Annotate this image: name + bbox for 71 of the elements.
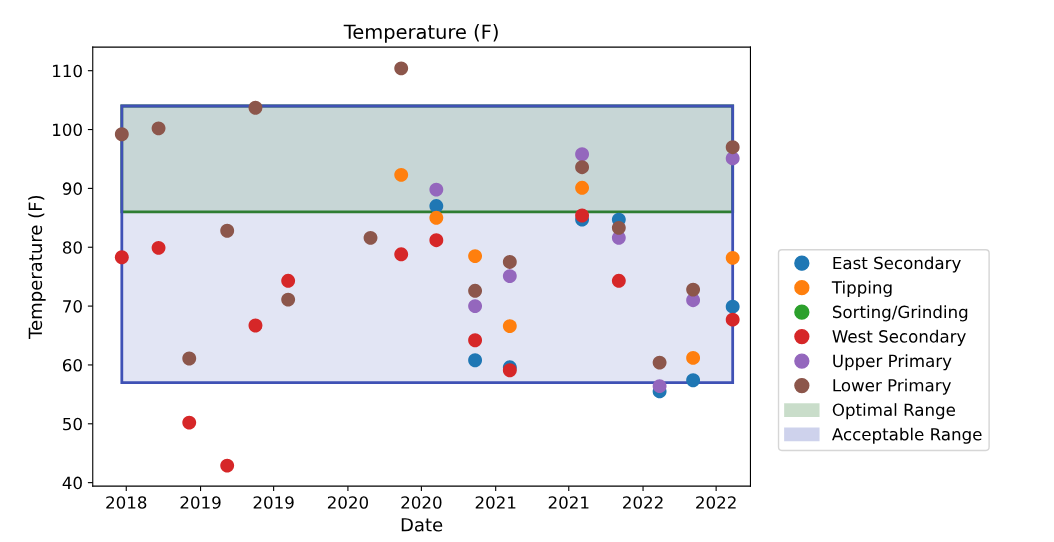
- x-tick-label: 2019: [180, 496, 221, 509]
- y-tick-label: 70: [63, 300, 82, 313]
- point: [468, 283, 483, 298]
- point: [575, 208, 590, 223]
- y-tick-label: 110: [53, 64, 82, 78]
- point: [725, 312, 740, 327]
- legend-label: Sorting/Grinding: [832, 305, 968, 322]
- x-tick-label: 2022: [696, 496, 736, 509]
- point: [394, 247, 409, 262]
- x-tick-label: 2022: [623, 496, 663, 509]
- point: [394, 61, 409, 76]
- y-tick-label: 100: [53, 123, 82, 137]
- point: [114, 127, 129, 142]
- legend-label: Lower Primary: [833, 378, 951, 395]
- legend-label: East Secondary: [833, 256, 961, 273]
- point: [468, 353, 483, 368]
- point: [725, 250, 740, 265]
- point: [611, 220, 626, 235]
- point: [151, 121, 166, 136]
- point: [363, 230, 378, 245]
- x-tick-label: 2018: [106, 496, 147, 509]
- point: [686, 373, 701, 388]
- x-axis-title: Date: [401, 518, 443, 532]
- chart-title: Temperature (F): [343, 24, 498, 43]
- point: [281, 273, 296, 288]
- point: [725, 140, 740, 155]
- point: [502, 255, 517, 269]
- point: [220, 458, 235, 473]
- point: [575, 180, 590, 195]
- y-tick-label: 40: [62, 476, 82, 490]
- point: [652, 355, 667, 370]
- point: [686, 350, 701, 365]
- point: [114, 250, 129, 265]
- point: [248, 100, 263, 115]
- point: [429, 199, 444, 213]
- x-tick-label: 2020: [401, 496, 442, 509]
- x-tick-label: 2020: [327, 496, 369, 509]
- y-tick-label: 50: [63, 417, 82, 431]
- point: [502, 319, 517, 334]
- x-tick-label: 2021: [548, 496, 589, 509]
- point: [429, 210, 444, 225]
- point: [394, 167, 409, 182]
- legend-label: West Secondary: [832, 329, 966, 346]
- point: [686, 282, 701, 297]
- point: [248, 318, 263, 333]
- point: [652, 379, 667, 394]
- point: [281, 292, 296, 307]
- point: [220, 223, 235, 238]
- point: [151, 240, 166, 255]
- point: [468, 299, 483, 314]
- point: [182, 415, 197, 430]
- point: [502, 269, 517, 284]
- y-tick-label: 60: [62, 358, 82, 372]
- legend-label: Acceptable Range: [831, 427, 982, 444]
- legend-label: Optimal Range: [832, 403, 956, 420]
- point: [725, 299, 740, 314]
- legend-label: Tipping: [831, 280, 892, 297]
- point: [575, 160, 590, 175]
- point: [468, 249, 483, 264]
- point: [429, 182, 444, 197]
- x-tick-label: 2021: [475, 496, 516, 509]
- point: [575, 147, 590, 162]
- point: [182, 351, 197, 366]
- x-tick-label: 2019: [253, 496, 294, 509]
- y-tick-label: 90: [62, 182, 82, 195]
- legend-label: Upper Primary: [833, 354, 952, 371]
- y-tick-label: 80: [62, 241, 82, 254]
- point: [611, 273, 626, 288]
- point: [429, 233, 444, 248]
- point: [468, 333, 483, 348]
- y-axis-title: Temperature (F): [28, 195, 46, 339]
